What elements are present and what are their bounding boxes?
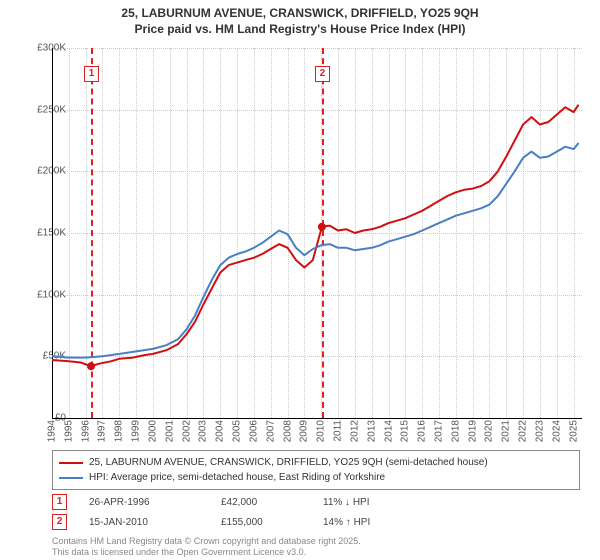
title-line2: Price paid vs. HM Land Registry's House … bbox=[0, 22, 600, 38]
x-tick-label: 1999 bbox=[131, 420, 142, 442]
x-tick-label: 2002 bbox=[181, 420, 192, 442]
legend-text: HPI: Average price, semi-detached house,… bbox=[89, 470, 385, 485]
x-tick-label: 2019 bbox=[467, 420, 478, 442]
series-price_paid bbox=[52, 105, 579, 367]
legend-swatch bbox=[59, 477, 83, 479]
sale-marker bbox=[87, 362, 95, 370]
x-axis bbox=[52, 418, 582, 419]
sale-badge: 2 bbox=[52, 514, 67, 530]
x-tick-label: 2025 bbox=[568, 420, 579, 442]
x-tick-label: 2011 bbox=[333, 420, 344, 442]
sales-table: 1 26-APR-1996 £42,000 11% ↓ HPI 2 15-JAN-2010… bbox=[52, 492, 370, 532]
x-tick-label: 1994 bbox=[47, 420, 58, 442]
x-tick-label: 2020 bbox=[484, 420, 495, 442]
x-tick-label: 1996 bbox=[80, 420, 91, 442]
x-tick-label: 2003 bbox=[198, 420, 209, 442]
footer-line2: This data is licensed under the Open Gov… bbox=[52, 547, 361, 558]
x-tick-label: 2016 bbox=[417, 420, 428, 442]
footer-note: Contains HM Land Registry data © Crown c… bbox=[52, 536, 361, 558]
x-tick-label: 2008 bbox=[282, 420, 293, 442]
x-tick-label: 2001 bbox=[164, 420, 175, 442]
x-tick-label: 2009 bbox=[299, 420, 310, 442]
legend-swatch bbox=[59, 462, 83, 464]
x-tick-label: 2015 bbox=[400, 420, 411, 442]
chart-svg bbox=[52, 48, 582, 418]
footer-line1: Contains HM Land Registry data © Crown c… bbox=[52, 536, 361, 547]
sale-badge: 1 bbox=[52, 494, 67, 510]
sale-date: 15-JAN-2010 bbox=[89, 517, 199, 528]
x-tick-label: 2024 bbox=[551, 420, 562, 442]
sale-marker bbox=[318, 223, 326, 231]
x-tick-label: 2013 bbox=[366, 420, 377, 442]
legend-row: HPI: Average price, semi-detached house,… bbox=[59, 470, 573, 485]
chart-container: 25, LABURNUM AVENUE, CRANSWICK, DRIFFIEL… bbox=[0, 0, 600, 560]
legend-row: 25, LABURNUM AVENUE, CRANSWICK, DRIFFIEL… bbox=[59, 455, 573, 470]
x-tick-label: 2021 bbox=[501, 420, 512, 442]
x-tick-label: 2007 bbox=[265, 420, 276, 442]
legend: 25, LABURNUM AVENUE, CRANSWICK, DRIFFIEL… bbox=[52, 450, 580, 490]
x-tick-label: 2023 bbox=[534, 420, 545, 442]
x-tick-label: 2010 bbox=[316, 420, 327, 442]
x-tick-label: 2012 bbox=[349, 420, 360, 442]
sale-row: 2 15-JAN-2010 £155,000 14% ↑ HPI bbox=[52, 512, 370, 532]
x-tick-label: 1995 bbox=[63, 420, 74, 442]
x-tick-label: 2018 bbox=[450, 420, 461, 442]
title-line1: 25, LABURNUM AVENUE, CRANSWICK, DRIFFIEL… bbox=[0, 6, 600, 22]
x-tick-label: 2017 bbox=[433, 420, 444, 442]
legend-text: 25, LABURNUM AVENUE, CRANSWICK, DRIFFIEL… bbox=[89, 455, 488, 470]
x-tick-label: 2006 bbox=[248, 420, 259, 442]
title-block: 25, LABURNUM AVENUE, CRANSWICK, DRIFFIEL… bbox=[0, 0, 600, 37]
x-tick-label: 2000 bbox=[147, 420, 158, 442]
x-tick-label: 2022 bbox=[518, 420, 529, 442]
sale-price: £42,000 bbox=[221, 497, 301, 508]
x-tick-label: 2004 bbox=[215, 420, 226, 442]
x-tick-label: 1998 bbox=[114, 420, 125, 442]
sale-price: £155,000 bbox=[221, 517, 301, 528]
sale-date: 26-APR-1996 bbox=[89, 497, 199, 508]
sale-delta: 14% ↑ HPI bbox=[323, 517, 370, 528]
x-tick-label: 1997 bbox=[97, 420, 108, 442]
sale-row: 1 26-APR-1996 £42,000 11% ↓ HPI bbox=[52, 492, 370, 512]
x-tick-label: 2014 bbox=[383, 420, 394, 442]
x-tick-label: 2005 bbox=[232, 420, 243, 442]
sale-delta: 11% ↓ HPI bbox=[323, 497, 370, 508]
